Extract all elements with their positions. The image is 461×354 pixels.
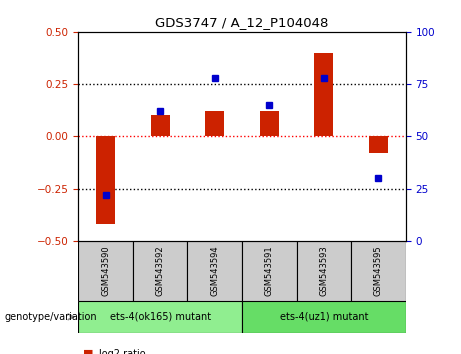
Bar [351,241,406,301]
Text: ets-4(ok165) mutant: ets-4(ok165) mutant [110,312,211,322]
Bar [188,241,242,301]
Text: GSM543595: GSM543595 [374,245,383,296]
Bar [151,115,170,136]
Text: GSM543594: GSM543594 [210,245,219,296]
Bar [78,241,133,301]
Text: GSM543592: GSM543592 [156,245,165,296]
Bar [78,301,242,333]
Bar [96,136,115,224]
Text: GSM543590: GSM543590 [101,245,110,296]
Text: genotype/variation: genotype/variation [5,312,97,322]
Bar [369,136,388,153]
Text: log2 ratio: log2 ratio [99,349,146,354]
Bar [314,53,333,136]
Text: GSM543591: GSM543591 [265,245,274,296]
Bar [242,241,296,301]
Bar [205,111,225,136]
Text: ets-4(uz1) mutant: ets-4(uz1) mutant [280,312,368,322]
Bar [242,301,406,333]
Text: GSM543593: GSM543593 [319,245,328,296]
Title: GDS3747 / A_12_P104048: GDS3747 / A_12_P104048 [155,16,329,29]
Bar [260,111,279,136]
Text: ■: ■ [83,349,94,354]
Bar [296,241,351,301]
Bar [133,241,188,301]
